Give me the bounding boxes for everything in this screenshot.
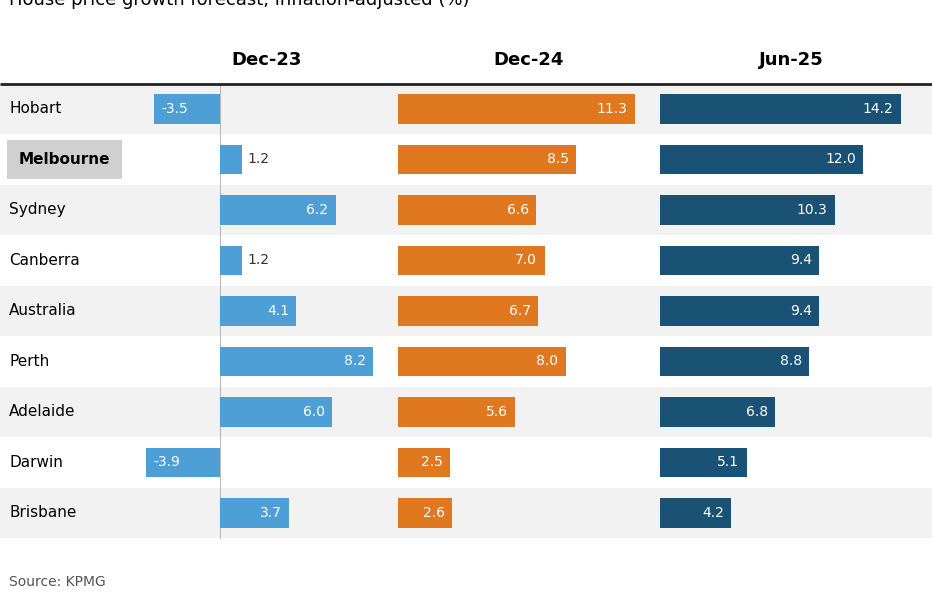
Text: 1.2: 1.2 <box>248 152 269 166</box>
Text: 6.0: 6.0 <box>303 405 324 419</box>
Bar <box>660 498 732 527</box>
Bar <box>220 347 374 376</box>
Bar <box>398 397 515 426</box>
Bar <box>398 347 566 376</box>
Bar <box>398 448 450 477</box>
Bar <box>0 387 932 437</box>
Text: Dec-24: Dec-24 <box>494 51 564 69</box>
Text: 2.6: 2.6 <box>423 506 445 520</box>
Bar <box>0 336 932 387</box>
Text: 8.8: 8.8 <box>780 355 802 368</box>
Text: -3.5: -3.5 <box>161 102 188 116</box>
Text: Adelaide: Adelaide <box>9 404 75 419</box>
Text: Brisbane: Brisbane <box>9 505 76 520</box>
Text: Melbourne: Melbourne <box>19 152 111 167</box>
Text: Source: KPMG: Source: KPMG <box>9 575 106 589</box>
Bar <box>660 246 819 275</box>
Text: 3.7: 3.7 <box>260 506 281 520</box>
Text: 10.3: 10.3 <box>797 203 828 217</box>
Text: Jun-25: Jun-25 <box>759 51 824 69</box>
Bar <box>0 235 932 286</box>
Text: Sydney: Sydney <box>9 203 66 218</box>
Text: Canberra: Canberra <box>9 253 80 268</box>
Text: Perth: Perth <box>9 354 49 369</box>
Text: 8.5: 8.5 <box>547 152 569 166</box>
Text: 4.2: 4.2 <box>702 506 724 520</box>
Bar <box>398 297 539 325</box>
Text: 9.4: 9.4 <box>790 254 812 267</box>
Bar <box>660 145 863 174</box>
Bar <box>398 498 452 527</box>
Text: 6.7: 6.7 <box>509 304 531 318</box>
Bar <box>7 141 122 179</box>
Text: 4.1: 4.1 <box>267 304 289 318</box>
Bar <box>398 196 536 225</box>
Text: 1.2: 1.2 <box>248 254 269 267</box>
Bar <box>0 134 932 185</box>
Text: Darwin: Darwin <box>9 455 63 470</box>
Bar <box>660 347 809 376</box>
Text: 5.1: 5.1 <box>717 456 739 469</box>
Bar <box>220 145 242 174</box>
Bar <box>0 84 932 134</box>
Bar <box>660 448 747 477</box>
Text: 7.0: 7.0 <box>515 254 537 267</box>
Text: 12.0: 12.0 <box>825 152 856 166</box>
Text: Hobart: Hobart <box>9 102 62 117</box>
Bar <box>660 397 775 426</box>
Text: Dec-23: Dec-23 <box>231 51 302 69</box>
Bar <box>154 94 220 124</box>
Bar <box>0 488 932 538</box>
Bar <box>660 196 835 225</box>
Text: 11.3: 11.3 <box>596 102 627 116</box>
Bar <box>660 297 819 325</box>
Text: 14.2: 14.2 <box>862 102 893 116</box>
Bar <box>0 286 932 336</box>
Text: 6.2: 6.2 <box>307 203 328 217</box>
Text: -3.9: -3.9 <box>154 456 181 469</box>
Text: 2.5: 2.5 <box>421 456 443 469</box>
Bar <box>398 145 576 174</box>
Bar <box>398 94 635 124</box>
Bar <box>220 498 289 527</box>
Bar <box>398 246 544 275</box>
Bar <box>220 397 332 426</box>
Bar <box>220 196 336 225</box>
Text: 8.0: 8.0 <box>536 355 558 368</box>
Bar <box>220 246 242 275</box>
Bar <box>0 185 932 235</box>
Text: 9.4: 9.4 <box>790 304 812 318</box>
Bar <box>220 297 296 325</box>
Text: 8.2: 8.2 <box>344 355 366 368</box>
Bar <box>146 448 220 477</box>
Text: House price growth forecast, inflation-adjusted (%): House price growth forecast, inflation-a… <box>9 0 470 9</box>
Text: Australia: Australia <box>9 303 77 319</box>
Bar <box>660 94 900 124</box>
Text: 5.6: 5.6 <box>486 405 508 419</box>
Text: 6.6: 6.6 <box>507 203 528 217</box>
Bar <box>0 437 932 488</box>
Text: 6.8: 6.8 <box>746 405 768 419</box>
